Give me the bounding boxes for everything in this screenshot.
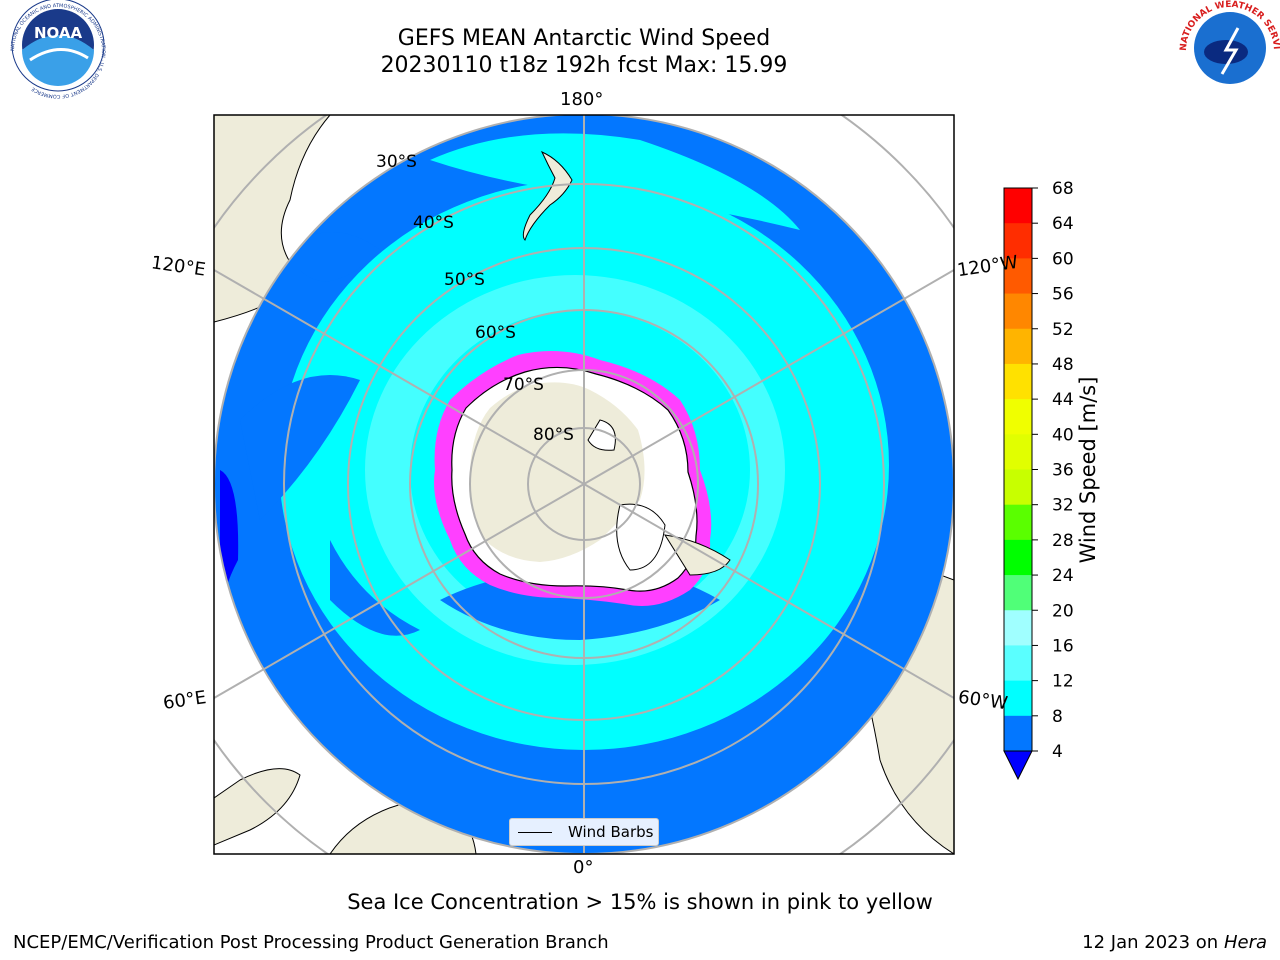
footer-host: Hera: [1223, 932, 1267, 953]
colorbar-tick-label: 4: [1052, 742, 1063, 762]
new-zealand-land: [522, 151, 573, 241]
lon-label-180: 180°: [560, 89, 604, 110]
colorbar-cell: [1004, 188, 1032, 224]
colorbar-cell: [1004, 504, 1032, 541]
colorbar-cell: [1004, 575, 1032, 611]
map-area: [214, 115, 954, 854]
colorbar-tick-label: 16: [1052, 636, 1074, 656]
footer-date: 12 Jan 2023 on Hera: [1082, 932, 1267, 953]
lat-label-40s: 40°S: [413, 213, 454, 233]
lat-label-30s: 30°S: [376, 152, 417, 172]
wind-barb-line-icon: [518, 831, 552, 833]
lat-label-70s: 70°S: [503, 375, 544, 395]
colorbar-cell: [1004, 399, 1032, 435]
colorbar-cell: [1004, 469, 1032, 506]
colorbar-tick-label: 28: [1052, 531, 1074, 551]
colorbar-cell: [1004, 258, 1032, 295]
footer-credit: NCEP/EMC/Verification Post Processing Pr…: [13, 932, 609, 953]
map-frame: [213, 114, 955, 855]
colorbar-cell: [1004, 363, 1032, 400]
colorbar-cell: [1004, 680, 1032, 717]
colorbar-tick-label: 36: [1052, 461, 1074, 481]
lat-label-80s: 80°S: [533, 425, 574, 445]
africa-land: [214, 768, 301, 846]
colorbar-tick-label: 44: [1052, 390, 1074, 410]
colorbar-cell: [1004, 223, 1032, 259]
colorbar-cell: [1004, 434, 1032, 470]
colorbar-tick-label: 40: [1052, 425, 1074, 445]
colorbar-cell: [1004, 645, 1032, 682]
nws-logo-icon: NATIONAL WEATHER SERVICE: [0, 0, 1280, 94]
colorbar-tick-label: 64: [1052, 214, 1074, 234]
noaa-logo-text: NOAA: [34, 24, 83, 42]
colorbar-tick-label: 60: [1052, 249, 1074, 269]
chart-title: GEFS MEAN Antarctic Wind Speed: [397, 26, 771, 51]
colorbar-tick-label: 8: [1052, 707, 1063, 727]
colorbar-tick-label: 52: [1052, 320, 1074, 340]
colorbar-cell: [1004, 293, 1032, 330]
graticule: [214, 115, 954, 854]
chart-subtitle: 20230110 t18z 192h fcst Max: 15.99: [380, 53, 788, 78]
colorbar-cell: [1004, 715, 1032, 752]
colorbar-tick-label: 48: [1052, 355, 1074, 375]
colorbar-cell: [1004, 610, 1032, 646]
lon-label-0: 0°: [573, 857, 594, 878]
colorbar: 68 64 60 56 52 48 44 40 36 32 28 24 20 16 12 8 4: [1003, 179, 1074, 781]
colorbar-tick-label: 24: [1052, 566, 1074, 586]
wind-barbs-legend: Wind Barbs: [509, 818, 659, 846]
colorbar-cell: [1004, 328, 1032, 365]
colorbar-tick-label: 20: [1052, 601, 1074, 621]
colorbar-extend-arrow: [1003, 750, 1033, 781]
colorbar-tick-label: 68: [1052, 179, 1074, 199]
colorbar-cell: [1004, 539, 1032, 576]
lat-label-60s: 60°S: [475, 323, 516, 343]
colorbar-tick-label: 12: [1052, 672, 1074, 692]
colorbar-tick-label: 32: [1052, 496, 1074, 516]
colorbar-tick-label: 56: [1052, 285, 1074, 305]
noaa-logo-icon: NOAA NATIONAL OCEANIC AND ATMOSPHERIC AD…: [10, 0, 106, 99]
svg-text:NATIONAL WEATHER SERVICE: NATIONAL WEATHER SERVICE: [0, 0, 1280, 51]
legend-label: Wind Barbs: [568, 823, 654, 841]
colorbar-label: Wind Speed [m/s]: [1076, 376, 1100, 564]
sea-ice-note: Sea Ice Concentration > 15% is shown in …: [347, 890, 933, 914]
lat-label-50s: 50°S: [444, 270, 485, 290]
